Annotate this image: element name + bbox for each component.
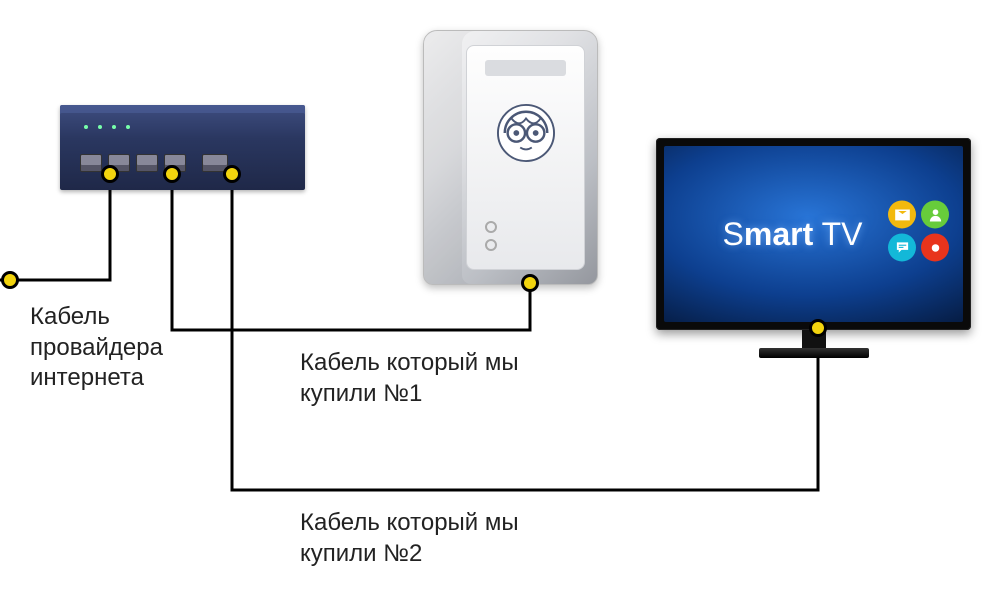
face-icon	[497, 104, 555, 162]
tv-stand	[759, 348, 869, 358]
label-isp-cable: Кабель провайдера интернета	[30, 302, 163, 394]
pc-body	[423, 30, 598, 285]
tv-logo-text: Smart TV	[723, 216, 863, 253]
reset-button-icon	[485, 239, 497, 251]
label-cable-2: Кабель который мы купили №2	[300, 508, 519, 569]
router-body	[60, 105, 305, 190]
power-button-icon	[485, 221, 497, 233]
person-icon	[921, 200, 949, 228]
device-router	[60, 105, 305, 190]
tv-frame: Smart TV	[656, 138, 971, 330]
node-inlet	[1, 271, 19, 289]
node-pc	[521, 274, 539, 292]
node-router-p3	[223, 165, 241, 183]
router-leds	[84, 125, 130, 129]
diagram-canvas: Smart TV	[0, 0, 1000, 600]
mail-icon	[888, 200, 916, 228]
optical-drive-icon	[485, 60, 566, 76]
pc-front-panel	[466, 45, 585, 270]
node-tv	[809, 319, 827, 337]
pc-front-buttons	[485, 221, 497, 251]
ethernet-port	[136, 154, 158, 172]
ethernet-port	[80, 154, 102, 172]
label-cable-1: Кабель который мы купили №1	[300, 348, 519, 409]
record-icon	[921, 233, 949, 261]
chat-icon	[888, 233, 916, 261]
node-router-p2	[163, 165, 181, 183]
device-pc	[423, 30, 598, 285]
tv-app-icons	[888, 200, 949, 261]
node-router-p1	[101, 165, 119, 183]
tv-screen: Smart TV	[664, 146, 963, 322]
